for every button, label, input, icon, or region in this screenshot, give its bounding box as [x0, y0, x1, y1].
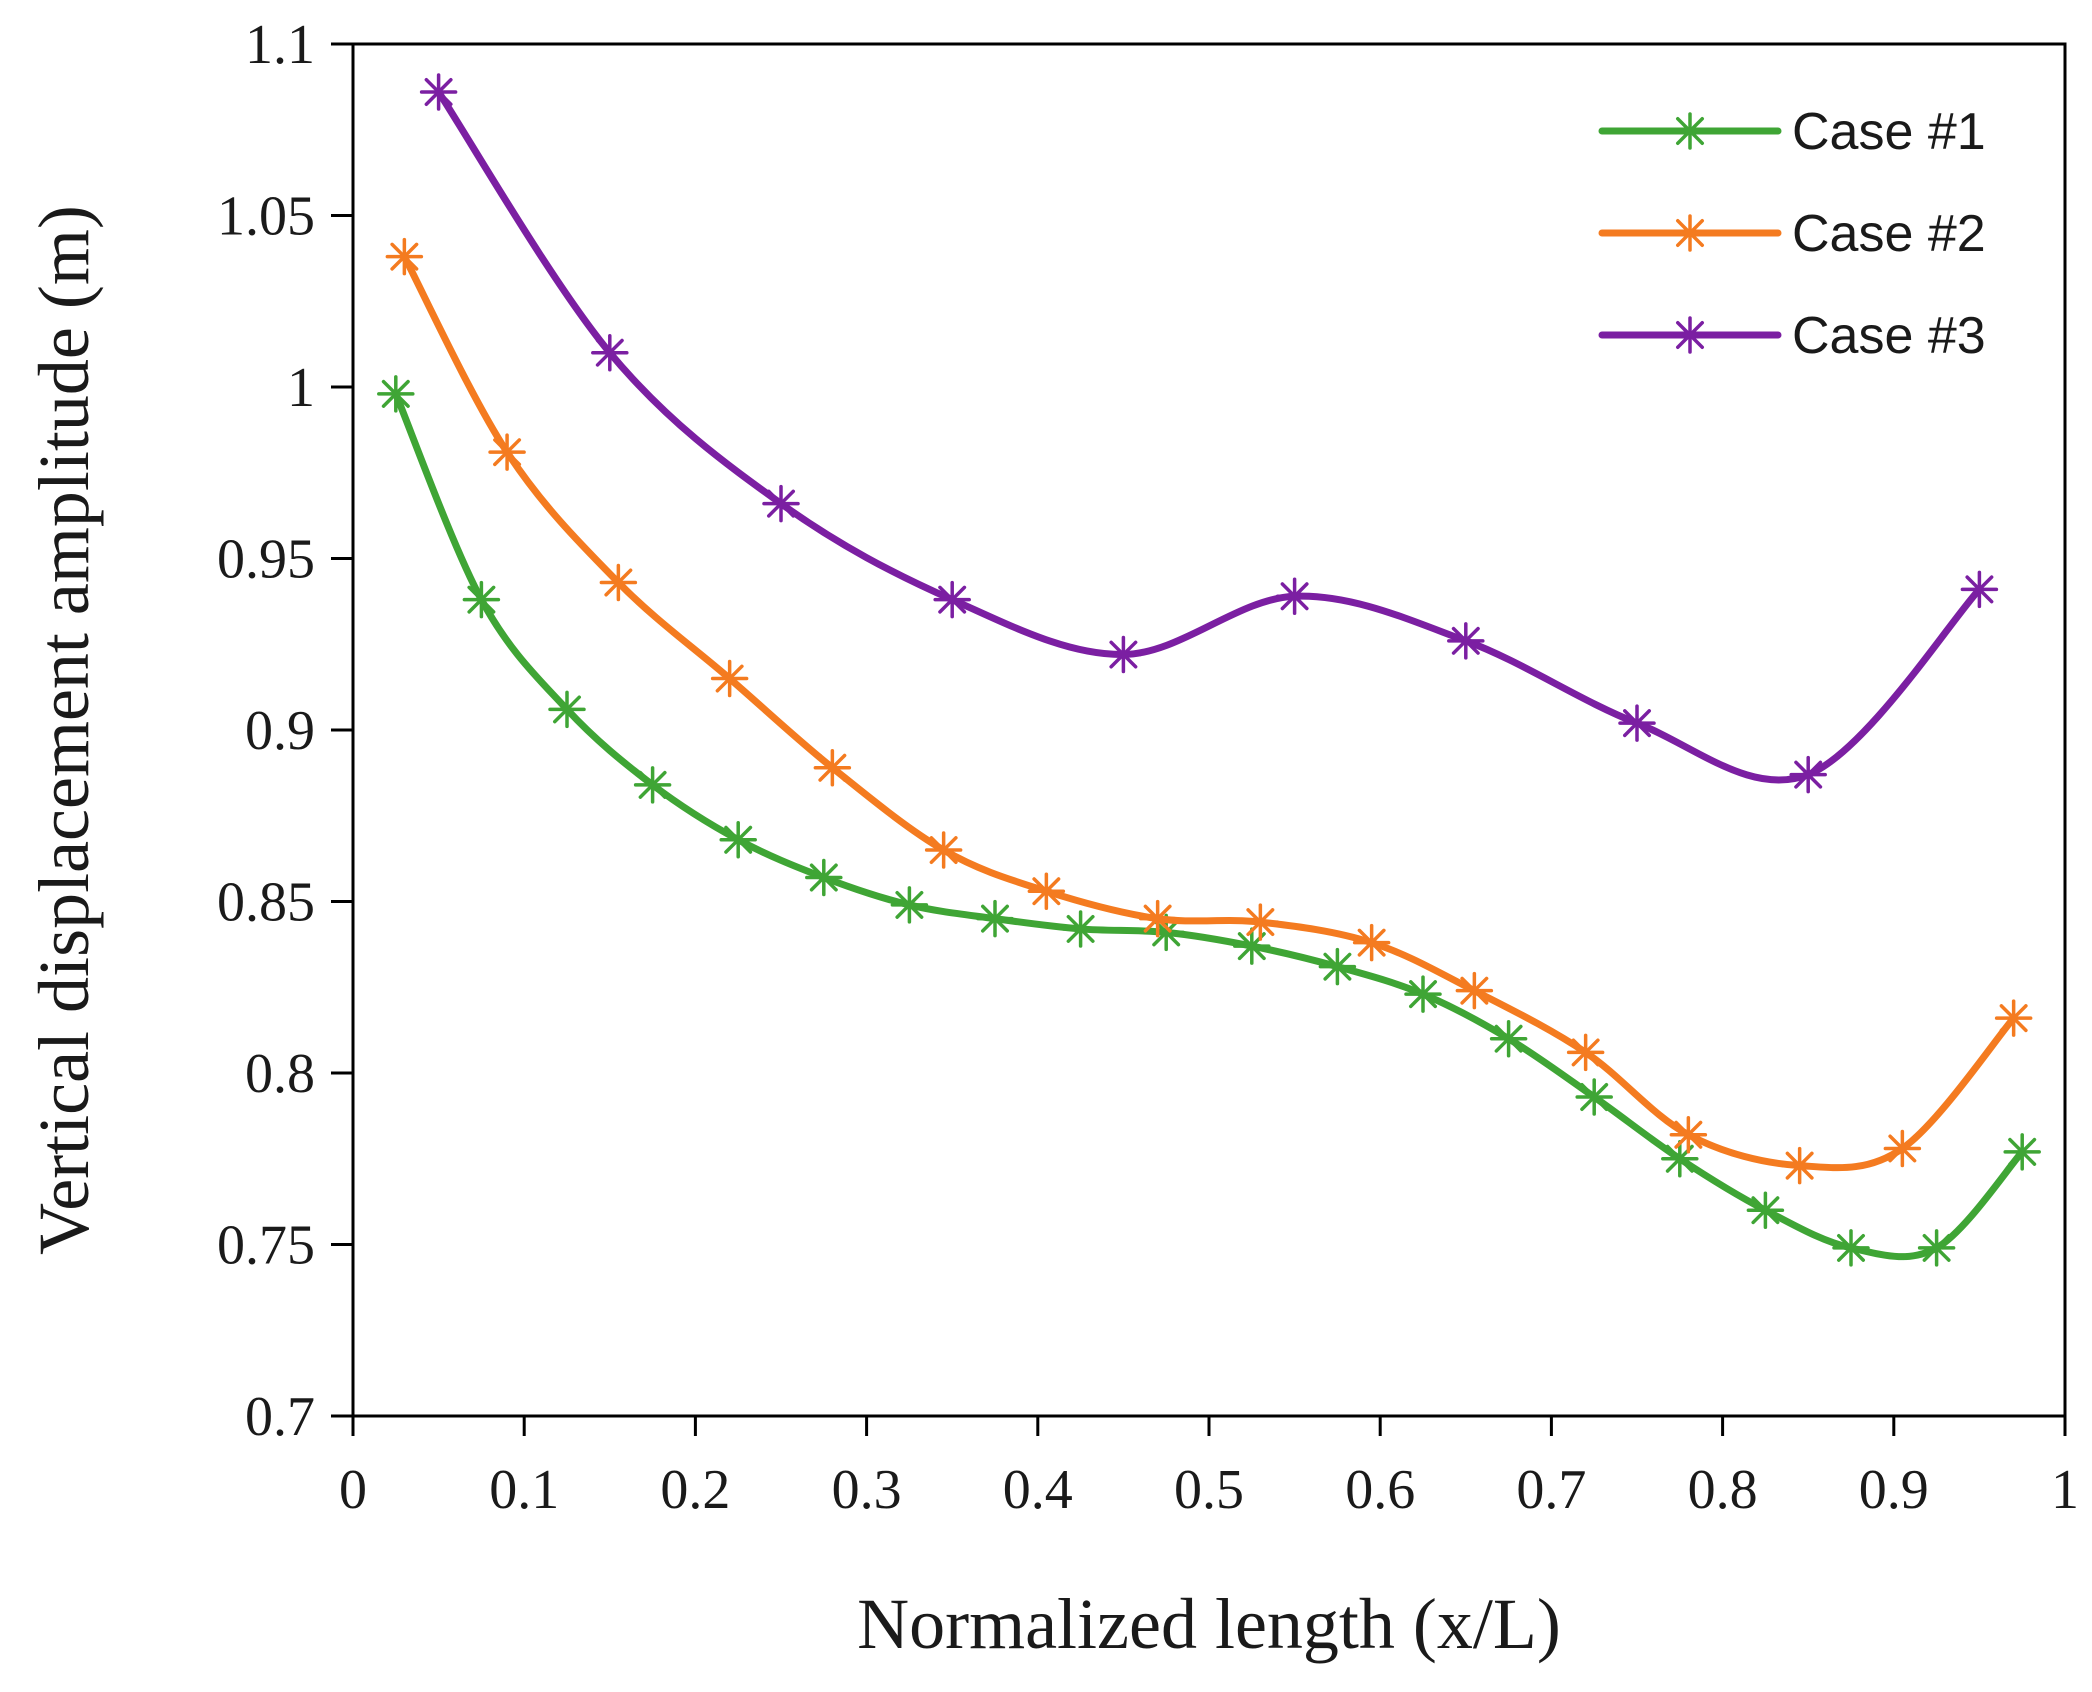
- series-line-case-1: [392, 390, 2026, 1261]
- data-point-case-2: [599, 563, 638, 602]
- y-tick-label: 0.9: [245, 700, 315, 762]
- data-point-case-2: [710, 659, 749, 698]
- data-point-case-1: [1661, 1140, 1699, 1178]
- x-tick-label: 0.4: [1003, 1459, 1073, 1521]
- data-point-case-1: [377, 375, 415, 413]
- legend-label: Case #2: [1792, 205, 1986, 263]
- y-tick-label: 0.7: [245, 1386, 315, 1448]
- legend-item-case-2: Case #2: [1598, 205, 1986, 263]
- x-axis-title: Normalized length (x/L): [857, 1584, 1561, 1664]
- data-point-case-2: [1883, 1129, 1922, 1168]
- data-point-case-1: [1233, 927, 1271, 965]
- y-tick-label: 0.95: [217, 529, 315, 591]
- series-case-2: [385, 237, 2033, 1185]
- series-line-case-3: [435, 88, 1983, 784]
- y-tick-label: 0.75: [217, 1215, 315, 1277]
- legend: Case #1 Case #2 Case #3: [1598, 103, 1986, 365]
- data-point-case-1: [719, 821, 757, 859]
- data-point-case-1: [805, 858, 843, 897]
- data-point-case-2: [1138, 899, 1177, 938]
- series-case-1: [377, 375, 2041, 1267]
- data-point-case-1: [2003, 1133, 2041, 1171]
- data-point-case-1: [1917, 1229, 1956, 1267]
- x-tick-label: 0.8: [1688, 1459, 1758, 1521]
- x-tick-label: 0.2: [660, 1459, 730, 1521]
- series-layer: [377, 73, 2041, 1267]
- x-tick-label: 0.6: [1345, 1459, 1415, 1521]
- y-axis: 0.7 0.75 0.8 0.85 0.9 0.95 1 1.05 1.1: [217, 14, 353, 1448]
- data-point-case-3: [762, 484, 800, 523]
- data-point-case-2: [1241, 903, 1280, 941]
- data-point-case-3: [933, 580, 971, 619]
- legend-marker: [1671, 316, 1709, 354]
- data-point-case-1: [1746, 1191, 1785, 1229]
- data-point-case-2: [488, 433, 526, 471]
- x-tick-label: 0.5: [1174, 1459, 1244, 1521]
- data-point-case-2: [813, 748, 852, 787]
- data-point-case-3: [1104, 635, 1143, 674]
- x-tick-label: 1: [2051, 1459, 2079, 1521]
- data-point-case-2: [1455, 971, 1494, 1010]
- legend-item-case-3: Case #3: [1598, 307, 1986, 365]
- legend-label: Case #1: [1792, 103, 1986, 161]
- y-tick-label: 0.8: [245, 1043, 315, 1105]
- data-point-case-3: [591, 333, 629, 372]
- data-point-case-3: [1618, 704, 1656, 742]
- x-tick-label: 0.9: [1859, 1459, 1929, 1521]
- data-point-case-2: [1566, 1033, 1605, 1072]
- data-point-case-2: [1994, 999, 2033, 1037]
- data-point-case-1: [548, 690, 586, 729]
- data-point-case-1: [633, 766, 672, 804]
- data-point-case-1: [1318, 947, 1357, 986]
- data-point-case-3: [1789, 755, 1827, 794]
- data-point-case-2: [1027, 872, 1066, 910]
- data-point-case-3: [1275, 577, 1314, 615]
- data-point-case-3: [1447, 622, 1485, 660]
- data-point-case-2: [1780, 1146, 1819, 1185]
- y-tick-label: 0.85: [217, 872, 315, 934]
- data-point-case-1: [890, 886, 929, 924]
- legend-label: Case #3: [1792, 307, 1986, 365]
- data-point-case-1: [1061, 910, 1100, 948]
- x-tick-label: 0.7: [1516, 1459, 1586, 1521]
- data-point-case-1: [976, 899, 1014, 938]
- data-point-case-1: [1489, 1019, 1528, 1058]
- data-point-case-1: [1404, 975, 1442, 1013]
- legend-item-case-1: Case #1: [1598, 103, 1986, 161]
- data-point-case-3: [419, 73, 458, 111]
- x-tick-label: 0: [339, 1459, 367, 1521]
- legend-marker: [1671, 112, 1709, 150]
- data-point-case-2: [1669, 1115, 1708, 1154]
- y-tick-label: 1: [287, 357, 315, 419]
- data-point-case-1: [462, 580, 501, 619]
- y-axis-title: Vertical displacement amplitude (m): [24, 205, 104, 1255]
- x-tick-label: 0.3: [832, 1459, 902, 1521]
- data-point-case-2: [1352, 923, 1391, 962]
- data-point-case-1: [1832, 1229, 1870, 1267]
- y-tick-label: 1.1: [245, 14, 315, 76]
- x-axis: 0 0.1 0.2 0.3 0.4 0.5 0.6 0.7 0.8 0.9 1: [339, 1416, 2079, 1521]
- data-point-case-1: [1575, 1078, 1613, 1116]
- y-tick-label: 1.05: [217, 186, 315, 248]
- data-point-case-3: [1960, 570, 1999, 609]
- x-tick-label: 0.1: [489, 1459, 559, 1521]
- data-point-case-2: [385, 237, 424, 276]
- series-case-3: [419, 73, 1999, 794]
- legend-marker: [1671, 214, 1709, 252]
- data-point-case-2: [924, 831, 963, 869]
